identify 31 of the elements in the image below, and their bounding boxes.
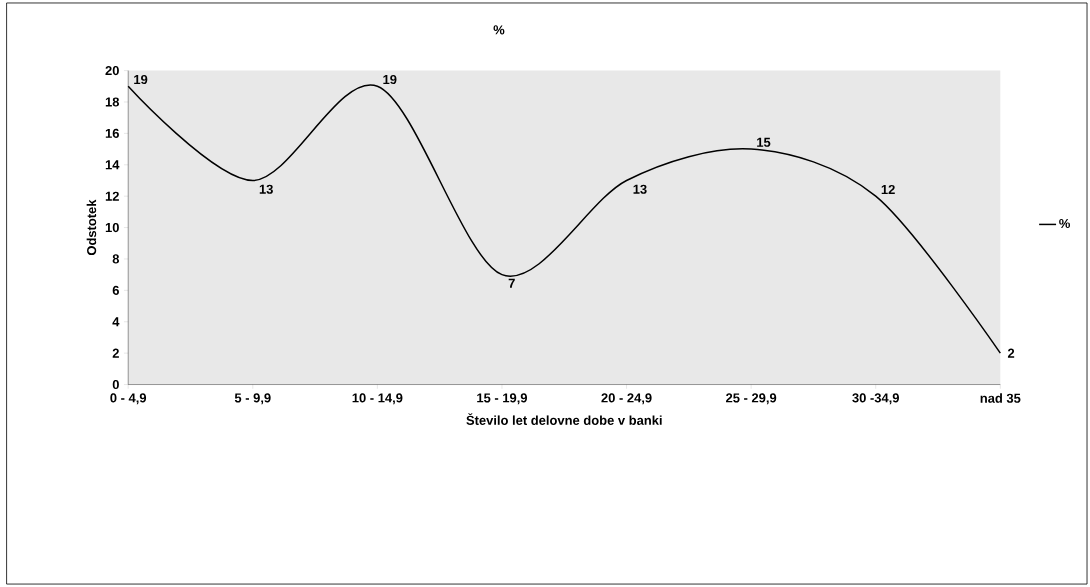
data-label: 15 xyxy=(757,137,771,147)
y-tick-label: 12 xyxy=(105,191,119,201)
data-label: 13 xyxy=(259,184,273,194)
data-label: 7 xyxy=(508,278,515,288)
x-tick-label: 10 - 14,9 xyxy=(352,393,403,405)
x-tick-label: 20 - 24,9 xyxy=(601,393,652,405)
data-label: 2 xyxy=(1007,348,1015,358)
data-label: 12 xyxy=(881,184,895,194)
x-tick-label: 25 - 29,9 xyxy=(726,393,777,405)
legend-label: % xyxy=(1059,218,1070,229)
y-tick-label: 20 xyxy=(105,65,119,76)
x-tick-label: nad 35 xyxy=(980,393,1021,403)
x-tick-label: 5 - 9,9 xyxy=(234,393,271,405)
data-label: 13 xyxy=(633,184,647,194)
y-tick-label: 18 xyxy=(105,97,120,107)
y-tick-label: 16 xyxy=(105,128,119,138)
y-axis-title: Odstotek xyxy=(86,199,97,256)
y-tick-label: 14 xyxy=(105,160,120,170)
data-label: 19 xyxy=(383,74,397,85)
data-label: 19 xyxy=(134,74,148,85)
x-tick-label: 15 - 19,9 xyxy=(477,393,528,405)
y-tick-label: 6 xyxy=(112,285,119,295)
y-tick-label: 4 xyxy=(112,317,120,327)
x-tick-label: 0 - 4,9 xyxy=(110,393,147,405)
y-tick-label: 0 xyxy=(112,379,119,390)
x-axis-title: Število let delovne dobe v banki xyxy=(466,413,662,425)
y-tick-label: 10 xyxy=(105,222,119,233)
x-tick-label: 30 -34,9 xyxy=(852,393,899,405)
y-tick-label: 8 xyxy=(112,254,120,264)
y-tick-label: 2 xyxy=(112,348,119,358)
chart-title: % xyxy=(493,25,505,35)
